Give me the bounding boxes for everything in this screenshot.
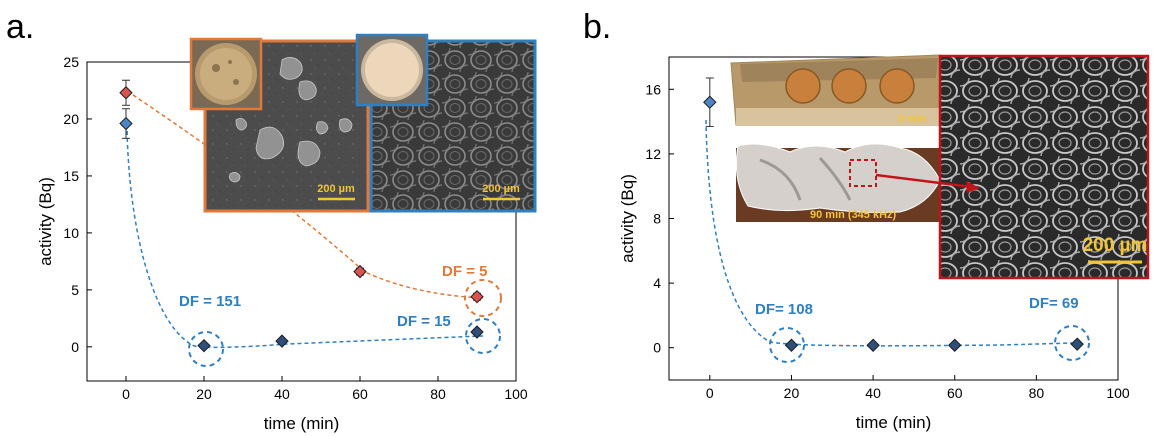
y-axis-title: activity (Bq) <box>36 177 55 266</box>
x-tick-label: 20 <box>784 385 800 401</box>
y-tick-label: 16 <box>645 81 661 97</box>
x-tick-label: 0 <box>122 386 130 402</box>
highlight-circle-df5 <box>464 279 502 317</box>
annotation-df151: DF = 151 <box>179 293 241 310</box>
scale-bar-label-a1: 200 µm <box>317 183 355 195</box>
annotation-df69: DF= 69 <box>1029 295 1079 312</box>
panel-b: b. 0 20 40 60 80 100 0 4 8 12 16 time (min) activity… <box>583 8 1150 432</box>
x-tick-label: 0 <box>706 385 714 401</box>
annotation-df15: DF = 15 <box>397 313 451 330</box>
data-point <box>119 116 133 131</box>
panel-a-letter: a. <box>6 8 34 46</box>
data-point <box>948 338 962 352</box>
y-tick-label: 0 <box>71 339 79 355</box>
sample-photo-after <box>355 33 429 107</box>
sample-photo-90min: 90 min (345 kHz) <box>735 143 945 222</box>
highlight-circle-df108 <box>769 327 805 363</box>
y-tick-label: 10 <box>63 225 79 241</box>
annotation-df108: DF= 108 <box>755 301 813 318</box>
data-point <box>784 338 799 352</box>
sample-photo-before <box>189 37 263 111</box>
x-axis-title: time (min) <box>856 413 932 432</box>
highlight-circle-df69 <box>1054 325 1090 361</box>
fit-curve-blue <box>126 123 484 349</box>
x-tick-label: 40 <box>865 385 881 401</box>
panel-a: a. 0 20 40 60 80 100 0 5 10 15 20 25 time (min) activ… <box>6 8 537 433</box>
data-point <box>470 289 484 304</box>
data-point <box>1070 337 1084 351</box>
zoom-arrow <box>875 173 980 193</box>
y-tick-label: 12 <box>645 146 661 162</box>
y-tick-label: 5 <box>71 282 79 298</box>
y-tick-label: 25 <box>63 54 79 70</box>
y-tick-label: 8 <box>653 211 661 227</box>
panel-b-letter: b. <box>583 8 611 46</box>
y-tick-label: 0 <box>653 340 661 356</box>
x-tick-label: 100 <box>504 386 528 402</box>
data-point <box>703 95 717 109</box>
y-axis-title: activity (Bq) <box>618 174 637 263</box>
sem-image-b: 200 µm <box>938 54 1150 280</box>
x-tick-label: 100 <box>1106 385 1130 401</box>
x-tick-label: 20 <box>196 386 212 402</box>
x-tick-label: 40 <box>274 386 290 402</box>
data-point <box>866 338 880 352</box>
data-point <box>353 264 367 279</box>
x-tick-label: 60 <box>352 386 368 402</box>
data-point <box>119 86 133 100</box>
data-point <box>275 334 289 348</box>
highlight-circle-df151 <box>188 331 224 367</box>
annotation-df5: DF = 5 <box>442 263 487 280</box>
photo-label-0min: 0 min <box>898 113 927 125</box>
data-point <box>470 325 484 339</box>
data-point <box>197 338 211 353</box>
y-tick-label: 20 <box>63 111 79 127</box>
photo-label-90min: 90 min (345 kHz) <box>810 209 897 221</box>
scale-bar-label-b: 200 µm <box>1083 235 1148 256</box>
x-axis-title: time (min) <box>264 414 340 433</box>
scale-bar-label-a2: 200 µm <box>482 183 520 195</box>
x-tick-label: 80 <box>430 386 446 402</box>
x-tick-label: 80 <box>1029 385 1045 401</box>
highlight-circle-df15 <box>465 318 501 354</box>
x-tick-label: 60 <box>947 385 963 401</box>
y-tick-label: 4 <box>653 275 661 291</box>
fit-curve-orange <box>126 90 484 299</box>
y-tick-label: 15 <box>63 168 79 184</box>
sample-photo-0min: 0 min <box>730 54 948 126</box>
